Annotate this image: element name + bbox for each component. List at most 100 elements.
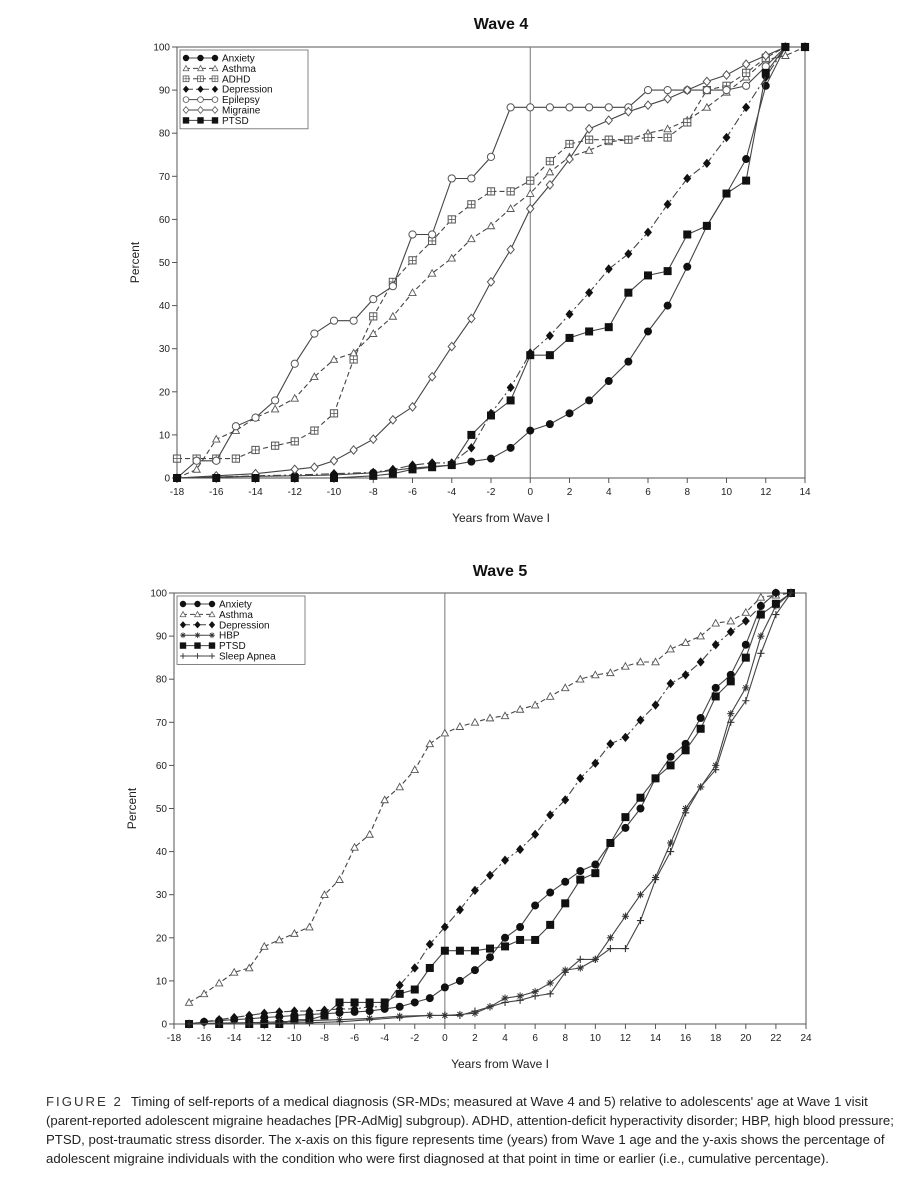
x-tick-label--16: -16 (209, 487, 224, 498)
x-tick-label-0: 0 (527, 487, 533, 498)
data-point-epilepsy (290, 359, 299, 368)
data-point-ptsd (801, 43, 810, 52)
data-point-adhd (447, 215, 456, 224)
data-point-epilepsy (231, 422, 240, 431)
data-point-migraine (761, 50, 771, 61)
data-point-migraine (722, 70, 731, 80)
x-tick-label-10: 10 (590, 1033, 602, 1044)
data-point-asthma (365, 829, 374, 838)
data-point-depression (501, 855, 510, 865)
data-point-migraine (702, 76, 712, 87)
data-point-anxiety (585, 396, 594, 405)
data-point-asthma (395, 782, 405, 791)
legend-marker (179, 600, 187, 608)
x-tick-label-6: 6 (532, 1033, 538, 1044)
data-point-anxiety (742, 155, 751, 164)
data-point-adhd (349, 355, 358, 364)
data-point-asthma (199, 989, 209, 998)
data-point-hbp (501, 994, 509, 1002)
data-point-epilepsy (506, 103, 515, 112)
x-tick-label-18: 18 (710, 1033, 722, 1044)
data-point-sleep-apnea (757, 649, 765, 657)
y-tick-label-100: 100 (150, 589, 167, 600)
data-point-adhd (329, 409, 339, 418)
data-point-sleep-apnea (441, 1011, 449, 1019)
y-tick-label-10: 10 (156, 976, 168, 987)
data-point-migraine (545, 179, 555, 190)
data-point-sleep-apnea (305, 1019, 314, 1027)
legend-marker (208, 621, 216, 629)
data-point-asthma (350, 842, 359, 851)
legend-marker (194, 600, 201, 608)
data-point-depression (410, 963, 419, 973)
x-tick-label-24: 24 (800, 1033, 812, 1044)
data-point-asthma (560, 683, 570, 692)
data-point-asthma (545, 167, 555, 176)
data-point-depression (702, 158, 711, 169)
data-point-anxiety (696, 713, 705, 722)
y-tick-label-40: 40 (156, 847, 168, 858)
legend-marker (182, 117, 190, 124)
legend-entry-epilepsy: Epilepsy (182, 95, 260, 106)
x-tick-label-8: 8 (562, 1033, 568, 1044)
data-point-depression (681, 670, 690, 680)
data-point-adhd (172, 454, 182, 463)
data-point-adhd (251, 445, 260, 455)
data-point-epilepsy (212, 456, 221, 465)
data-point-ptsd (365, 998, 374, 1007)
data-point-asthma (636, 657, 645, 666)
data-point-depression (545, 331, 554, 341)
data-point-asthma (425, 739, 435, 748)
data-point-ptsd (711, 692, 720, 701)
x-tick-label-16: 16 (680, 1033, 692, 1044)
data-point-depression (290, 1006, 299, 1016)
data-point-adhd (369, 312, 378, 321)
data-point-migraine (467, 313, 476, 324)
legend-marker (211, 75, 219, 83)
data-point-depression (624, 249, 633, 259)
data-point-asthma (290, 393, 300, 402)
legend-marker (180, 632, 186, 639)
data-point-ptsd (702, 221, 711, 230)
data-point-hbp (621, 912, 630, 920)
data-point-migraine (427, 371, 437, 382)
data-point-hbp (757, 632, 765, 640)
data-point-anxiety (425, 994, 434, 1003)
data-point-epilepsy (447, 174, 456, 183)
data-point-anxiety (644, 327, 653, 336)
data-point-hbp (666, 839, 675, 847)
legend-label-anxiety: Anxiety (222, 54, 255, 65)
data-point-depression (516, 844, 525, 855)
y-tick-label-50: 50 (159, 258, 171, 269)
data-point-depression (636, 715, 645, 725)
x-tick-label--14: -14 (227, 1033, 242, 1044)
data-point-sleep-apnea (787, 589, 795, 597)
data-point-epilepsy (192, 456, 201, 465)
legend-entry-hbp: HBP (180, 631, 240, 642)
data-point-asthma (380, 795, 390, 804)
data-point-ptsd (742, 176, 751, 185)
data-point-asthma (500, 711, 510, 720)
data-point-migraine (624, 106, 633, 117)
data-point-sleep-apnea (561, 968, 569, 976)
legend-marker (197, 64, 204, 72)
x-tick-label-8: 8 (684, 487, 690, 498)
data-point-anxiety (663, 301, 672, 310)
x-tick-label--18: -18 (170, 487, 185, 498)
legend-marker (197, 85, 204, 93)
x-tick-label--4: -4 (380, 1033, 389, 1044)
data-point-adhd (565, 139, 574, 149)
data-point-asthma (229, 967, 239, 976)
data-point-asthma (388, 311, 398, 320)
data-point-asthma (410, 765, 420, 774)
data-point-adhd (486, 187, 496, 196)
data-point-adhd (526, 176, 535, 185)
data-point-depression (756, 601, 765, 611)
data-point-anxiety (591, 860, 600, 869)
data-point-sleep-apnea (215, 1020, 223, 1028)
data-point-depression (726, 627, 735, 637)
x-tick-label--2: -2 (410, 1033, 419, 1044)
data-point-asthma (408, 288, 417, 296)
data-point-depression (742, 102, 751, 113)
